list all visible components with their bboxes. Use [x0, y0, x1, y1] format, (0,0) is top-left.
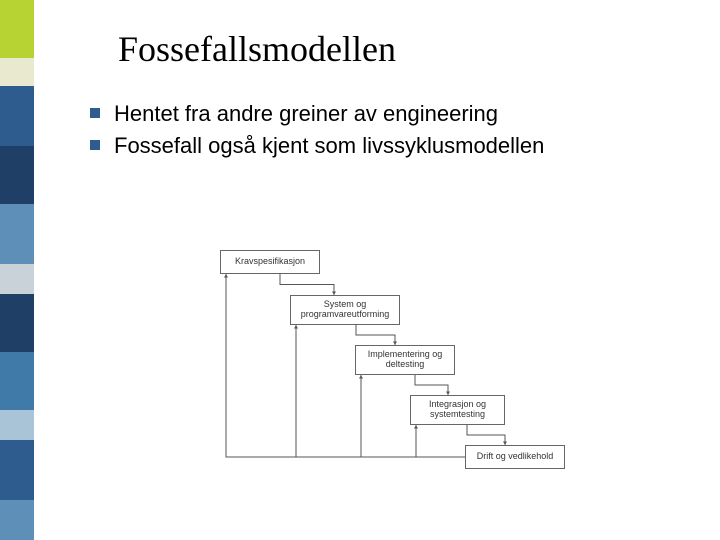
sidebar-stripe: [0, 264, 34, 294]
waterfall-diagram: Kravspesifikasjon System ogprogramvareutf…: [210, 240, 570, 500]
sidebar-stripe: [0, 86, 34, 146]
diagram-node: System ogprogramvareutforming: [290, 295, 400, 325]
diagram-node: Integrasjon ogsystemtesting: [410, 395, 505, 425]
bullet-icon: [90, 108, 100, 118]
bullet-icon: [90, 140, 100, 150]
list-item: Hentet fra andre greiner av engineering: [90, 100, 544, 128]
sidebar-stripe: [0, 146, 34, 204]
sidebar-stripe: [0, 410, 34, 440]
bullet-text: Fossefall også kjent som livssyklusmodel…: [114, 132, 544, 160]
sidebar-stripe: [0, 294, 34, 352]
sidebar-stripe: [0, 58, 34, 86]
bullet-list: Hentet fra andre greiner av engineering …: [90, 100, 544, 163]
diagram-node: Drift og vedlikehold: [465, 445, 565, 469]
sidebar-stripe: [0, 500, 34, 540]
sidebar-stripe: [0, 440, 34, 500]
diagram-node: Implementering ogdeltesting: [355, 345, 455, 375]
page-title: Fossefallsmodellen: [118, 28, 396, 70]
sidebar-stripe: [0, 352, 34, 410]
list-item: Fossefall også kjent som livssyklusmodel…: [90, 132, 544, 160]
bullet-text: Hentet fra andre greiner av engineering: [114, 100, 498, 128]
diagram-node: Kravspesifikasjon: [220, 250, 320, 274]
sidebar-stripe: [0, 0, 34, 58]
slide: Fossefallsmodellen Hentet fra andre grei…: [0, 0, 720, 540]
sidebar-stripe: [0, 204, 34, 264]
sidebar-accent: [0, 0, 34, 540]
